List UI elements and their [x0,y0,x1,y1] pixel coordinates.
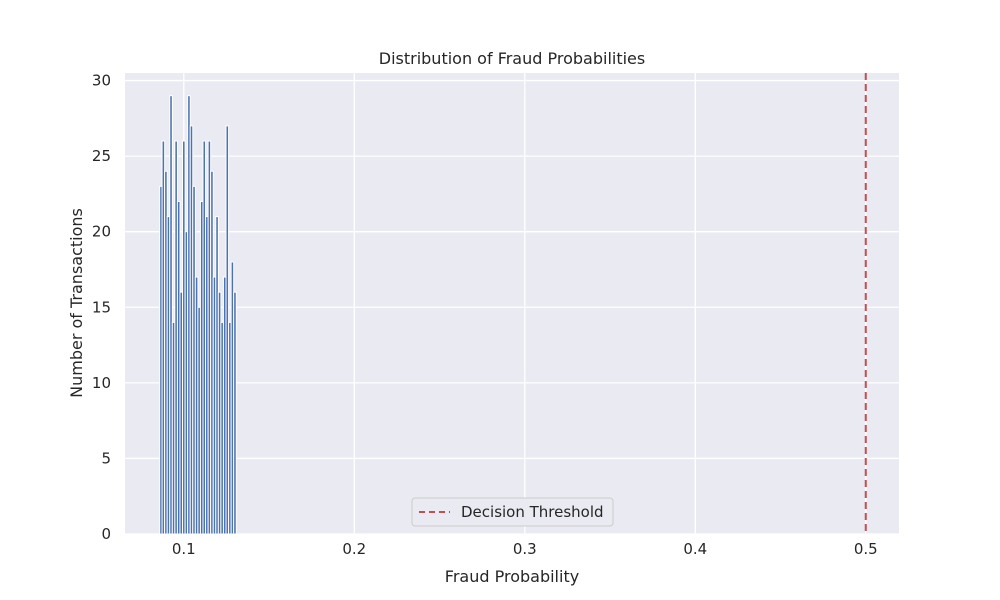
x-tick-label: 0.2 [342,540,366,558]
legend-box [411,497,614,527]
y-tick-label: 0 [101,525,111,543]
grid-layer [125,73,899,535]
x-tick-label: 0.5 [854,540,878,558]
tick-labels: 0.1 0.2 0.3 0.4 0.5 0 5 10 15 20 25 30 [92,72,878,558]
x-axis-label: Fraud Probability [445,567,579,586]
x-tick-label: 0.3 [513,540,537,558]
chart-title: Distribution of Fraud Probabilities [379,49,645,68]
y-tick-label: 30 [92,72,111,90]
y-tick-label: 15 [92,298,111,316]
histogram-bar [169,95,173,535]
y-tick-label: 20 [92,223,111,241]
plot-area [125,73,899,534]
histogram-bars [159,95,237,535]
y-tick-label: 10 [92,374,111,392]
legend-threshold-label: Decision Threshold [461,503,604,521]
histogram-bar [233,291,237,535]
x-tick-label: 0.4 [683,540,707,558]
y-axis-label: Number of Transactions [67,208,86,398]
legend: Decision Threshold [411,497,614,527]
y-tick-label: 5 [101,449,111,467]
y-tick-label: 25 [92,147,111,165]
x-tick-label: 0.1 [172,540,196,558]
